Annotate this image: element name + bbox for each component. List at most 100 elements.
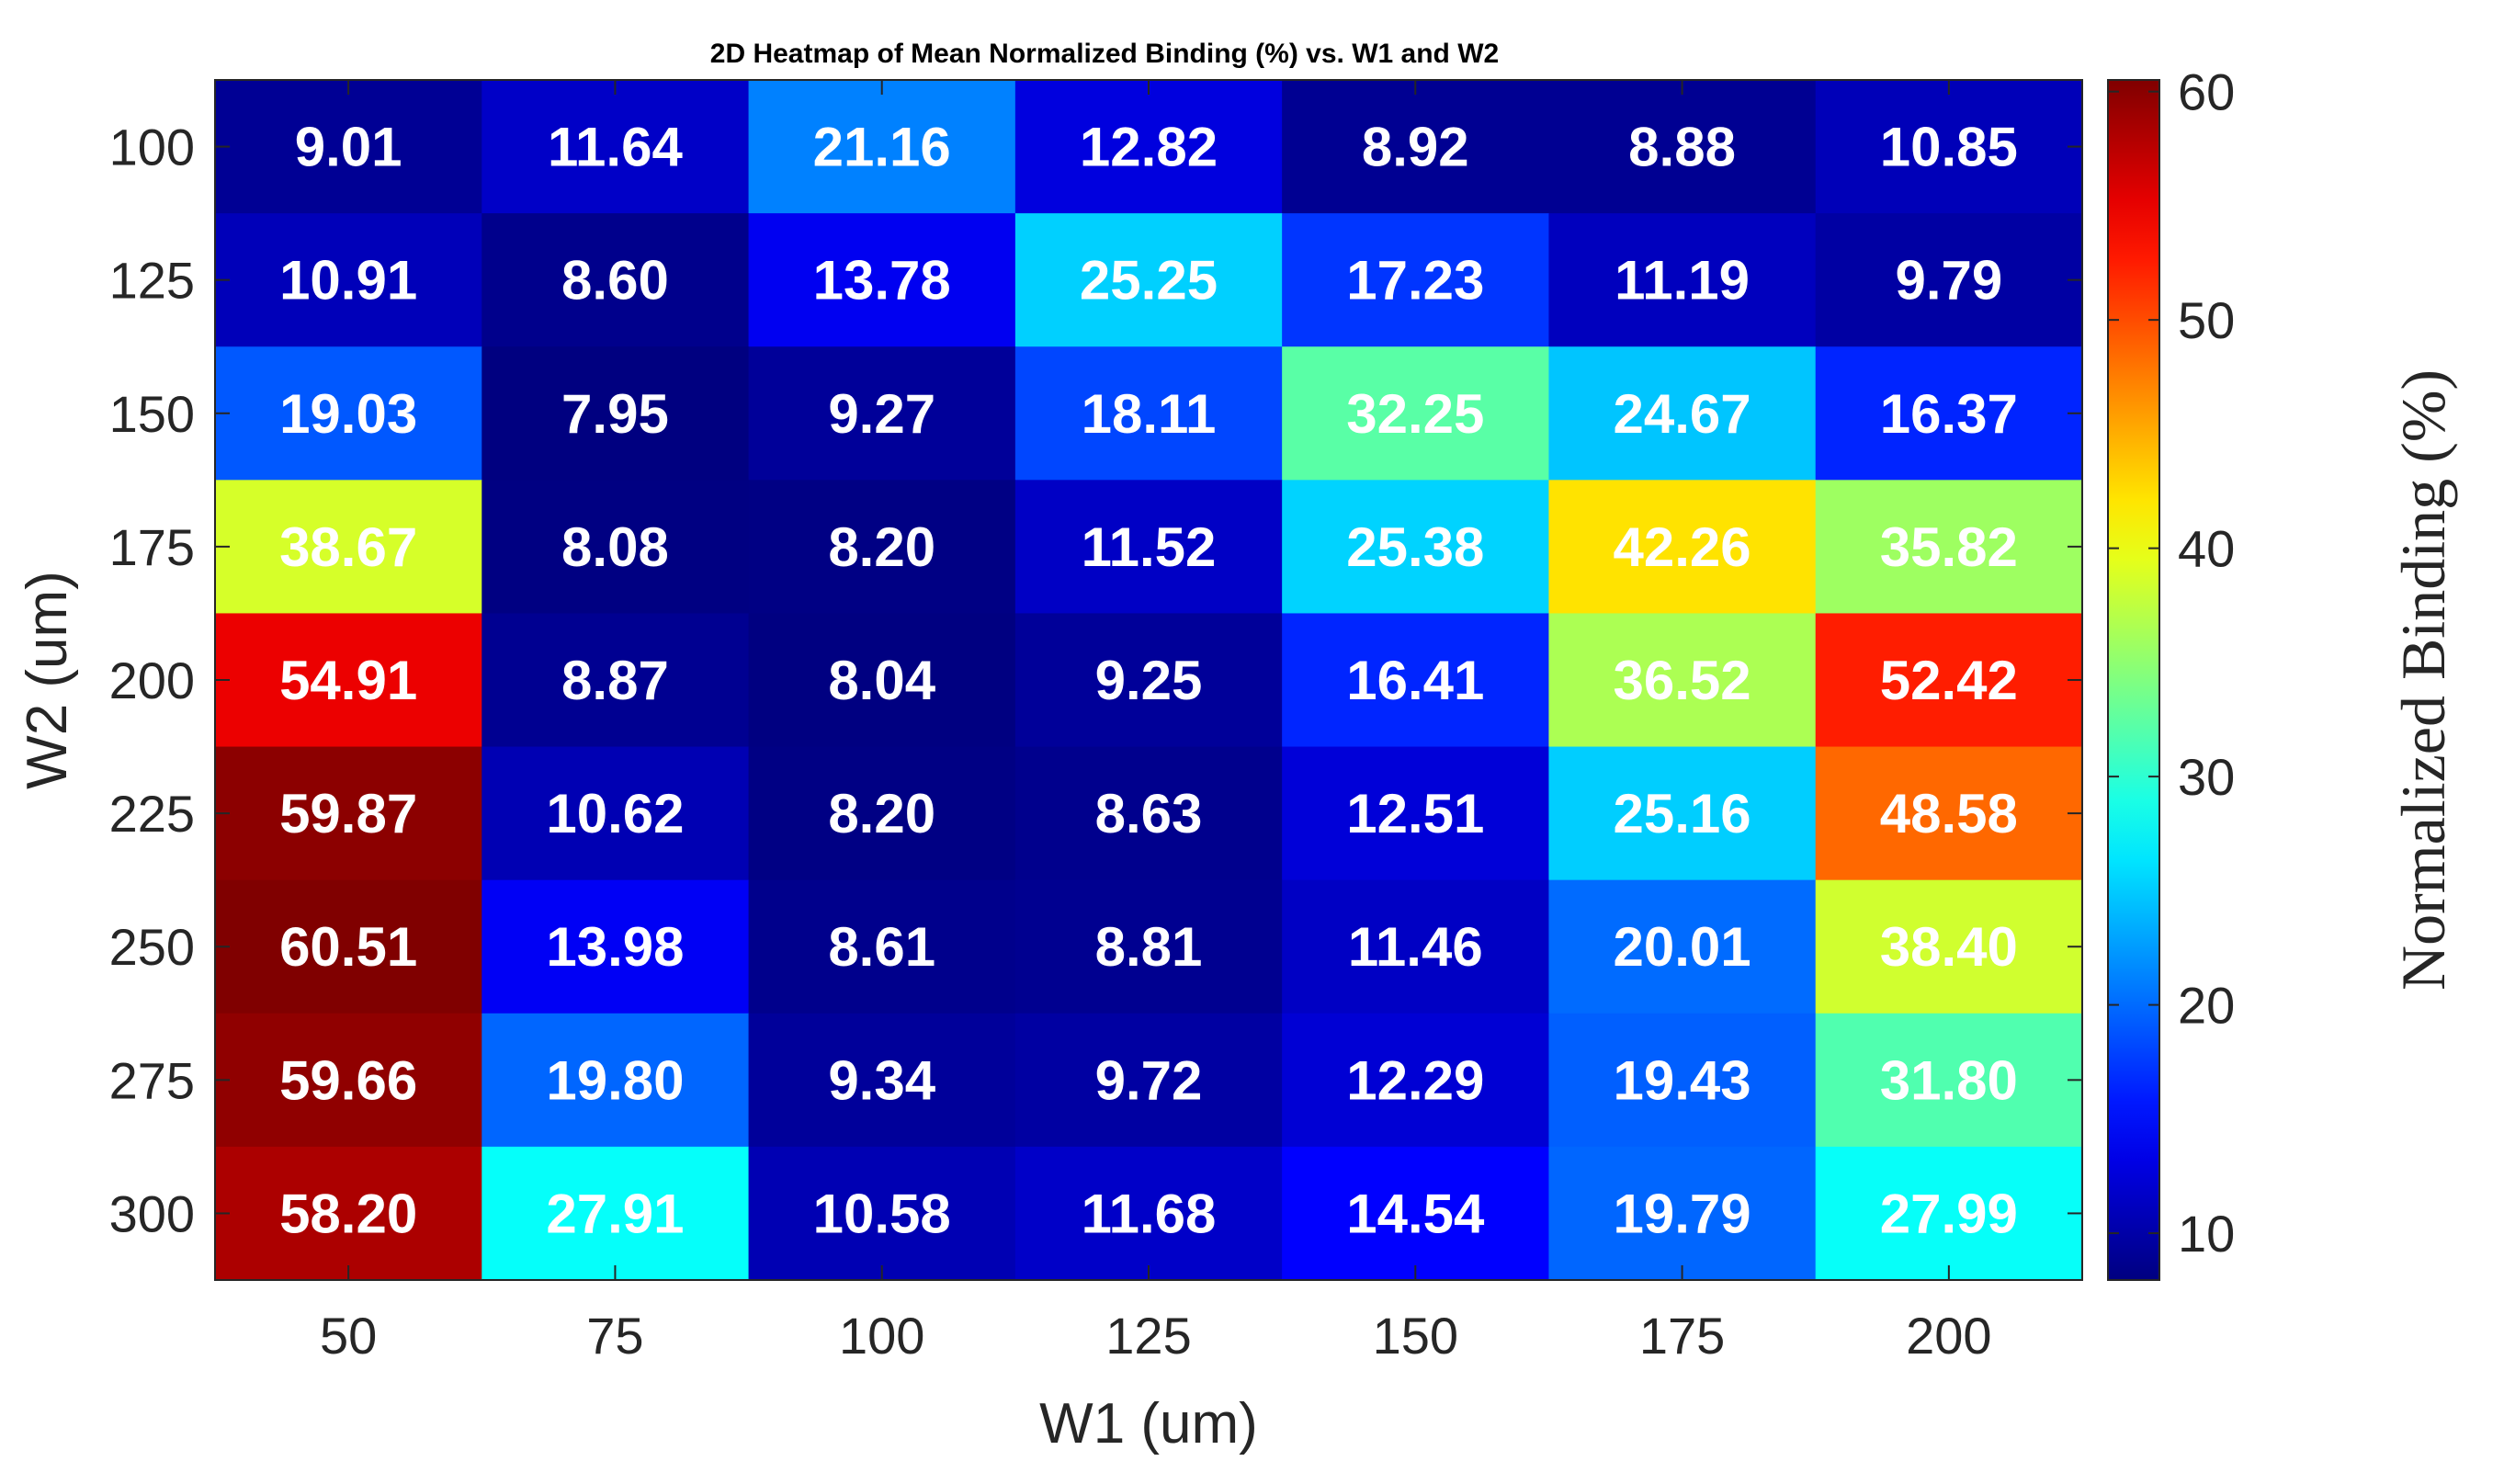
cell-value-label: 31.80 xyxy=(1880,1049,2018,1111)
heatmap-cell-labels: 9.01 11.64 21.16 12.82 8.92 8.88 10.85 10.91 8.6… xyxy=(279,117,2018,1245)
y-tick-label: 100 xyxy=(109,119,195,176)
y-axis-title: W2 (um) xyxy=(16,571,79,789)
cell-value-label: 48.58 xyxy=(1880,783,2018,844)
heatmap-cell xyxy=(215,480,482,615)
heatmap-cell xyxy=(748,746,1016,881)
heatmap-cell xyxy=(1548,1146,1817,1281)
cell-value-label: 25.16 xyxy=(1613,783,1751,844)
heatmap-cell xyxy=(1548,80,1817,214)
cell-value-label: 54.91 xyxy=(279,650,417,711)
cell-value-label: 60.51 xyxy=(279,916,417,978)
cell-value-label: 19.43 xyxy=(1613,1049,1751,1111)
cell-value-label: 25.38 xyxy=(1346,516,1484,578)
cell-value-label: 11.46 xyxy=(1348,916,1483,978)
cell-value-label: 16.37 xyxy=(1880,383,2018,445)
y-tick-label: 125 xyxy=(109,252,195,310)
heatmap-cell xyxy=(1815,480,2083,615)
colorbar-tick-label: 50 xyxy=(2178,291,2235,349)
cell-value-label: 32.25 xyxy=(1346,383,1484,445)
x-tick-label: 100 xyxy=(839,1307,924,1365)
heatmap-cell xyxy=(482,213,750,347)
heatmap-cell xyxy=(482,879,750,1014)
colorbar-tick-label: 30 xyxy=(2178,748,2235,806)
cell-value-label: 8.60 xyxy=(561,250,669,312)
heatmap-cell xyxy=(748,1146,1016,1281)
cell-value-label: 13.78 xyxy=(813,250,951,312)
heatmap-cell xyxy=(1815,213,2083,347)
colorbar xyxy=(2107,79,2160,1281)
y-tick-label: 150 xyxy=(109,385,195,443)
cell-value-label: 18.11 xyxy=(1082,383,1217,445)
x-axis: 50 75 100 125 150 175 200 xyxy=(320,80,1992,1365)
cell-value-label: 36.52 xyxy=(1613,650,1751,711)
heatmap-cell xyxy=(1815,613,2083,748)
cell-value-label: 8.88 xyxy=(1628,117,1736,178)
heatmap-cell xyxy=(1282,346,1550,481)
heatmap-cell xyxy=(1548,613,1817,748)
x-tick-label: 50 xyxy=(320,1307,377,1365)
colorbar-tick-label: 20 xyxy=(2178,977,2235,1035)
heatmap-cell xyxy=(748,480,1016,615)
heatmap-cell xyxy=(1548,879,1817,1014)
heatmap-cell xyxy=(748,346,1016,481)
heatmap-cell xyxy=(1014,879,1283,1014)
cell-value-label: 10.58 xyxy=(813,1183,951,1244)
heatmap-cell xyxy=(1014,746,1283,881)
heatmap-cell xyxy=(215,213,482,347)
heatmap-cell xyxy=(1815,746,2083,881)
heatmap-cell xyxy=(748,879,1016,1014)
cell-value-label: 11.19 xyxy=(1615,250,1750,312)
y-tick-label: 275 xyxy=(109,1051,195,1109)
heatmap-cell xyxy=(1282,879,1550,1014)
y-tick-label: 175 xyxy=(109,518,195,576)
cell-value-label: 14.54 xyxy=(1346,1183,1485,1244)
heatmap-cell xyxy=(1014,80,1283,214)
heatmap-cell xyxy=(215,613,482,748)
y-tick-label: 225 xyxy=(109,785,195,843)
cell-value-label: 8.63 xyxy=(1095,783,1203,844)
heatmap-cell xyxy=(1548,1013,1817,1148)
heatmap-cell xyxy=(1815,879,2083,1014)
cell-value-label: 20.01 xyxy=(1613,916,1751,978)
cell-value-label: 8.92 xyxy=(1362,117,1469,178)
cell-value-label: 11.68 xyxy=(1082,1183,1217,1244)
cell-value-label: 19.80 xyxy=(546,1049,684,1111)
chart-title: 2D Heatmap of Mean Normalized Binding (%… xyxy=(710,39,1499,69)
y-tick-label: 200 xyxy=(109,651,195,709)
heatmap-cell xyxy=(1282,1013,1550,1148)
cell-value-label: 9.34 xyxy=(828,1049,935,1111)
heatmap-cell xyxy=(1548,346,1817,481)
heatmap-cell xyxy=(215,80,482,214)
cell-value-label: 38.67 xyxy=(279,516,417,578)
x-tick-label: 200 xyxy=(1906,1307,1991,1365)
heatmap-cell xyxy=(482,80,750,214)
heatmap-cell xyxy=(1014,1013,1283,1148)
y-tick-label: 300 xyxy=(109,1184,195,1242)
heatmap-cell xyxy=(1548,213,1817,347)
cell-value-label: 27.91 xyxy=(546,1183,684,1244)
heatmap-cell xyxy=(1815,1146,2083,1281)
cell-value-label: 19.79 xyxy=(1613,1183,1751,1244)
cell-value-label: 8.08 xyxy=(561,516,669,578)
cell-value-label: 27.99 xyxy=(1880,1183,2018,1244)
heatmap-cell xyxy=(1014,1146,1283,1281)
cell-value-label: 35.82 xyxy=(1880,516,2018,578)
cell-value-label: 10.85 xyxy=(1880,117,2018,178)
heatmap-cell xyxy=(215,1013,482,1148)
x-tick-label: 75 xyxy=(586,1307,643,1365)
cell-value-label: 9.27 xyxy=(828,383,935,445)
cell-value-label: 9.01 xyxy=(295,117,402,178)
colorbar-tick-label: 60 xyxy=(2178,63,2235,121)
cell-value-label: 8.04 xyxy=(828,650,935,711)
cell-value-label: 9.79 xyxy=(1895,250,2002,312)
heatmap-cell xyxy=(1014,480,1283,615)
heatmap-cell xyxy=(215,346,482,481)
cell-value-label: 24.67 xyxy=(1613,383,1751,445)
heatmap-cell xyxy=(1282,80,1550,214)
heatmap-cell xyxy=(482,480,750,615)
x-tick-label: 150 xyxy=(1373,1307,1458,1365)
y-axis: 100 125 150 175 200 225 250 275 300 xyxy=(109,119,2082,1242)
heatmap-cell xyxy=(1282,746,1550,881)
cell-value-label: 12.51 xyxy=(1346,783,1484,844)
cell-value-label: 42.26 xyxy=(1613,516,1751,578)
